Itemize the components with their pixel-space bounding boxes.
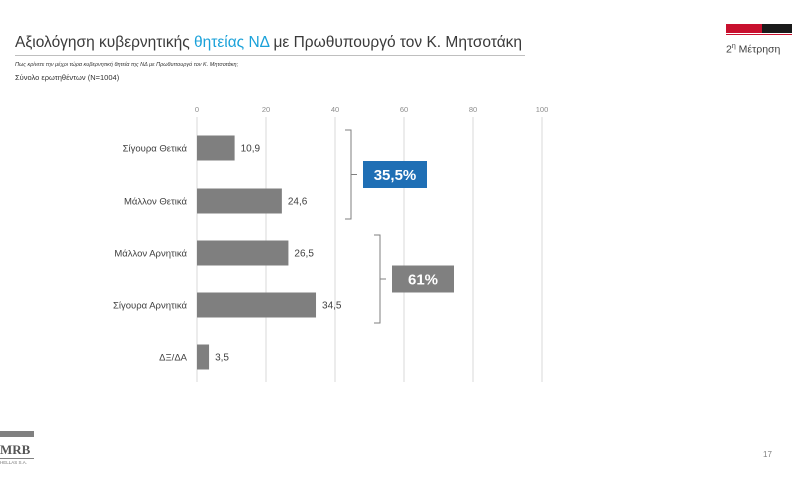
mrb-logo-icon: MRB HELLAS S.A. — [0, 431, 34, 465]
title-underline — [15, 55, 525, 56]
measurement-label: 2η Μέτρηση — [726, 43, 781, 56]
x-tick-label: 60 — [400, 105, 408, 114]
bar — [197, 188, 282, 214]
title-highlight: θητείας ΝΔ — [194, 34, 270, 51]
logo-subtext: HELLAS S.A. — [0, 460, 27, 465]
data-label: 3,5 — [215, 353, 229, 364]
brand-logo-icon — [726, 24, 792, 35]
x-tick-label: 0 — [195, 105, 199, 114]
data-label: 10,9 — [241, 144, 261, 155]
x-tick-label: 40 — [331, 105, 339, 114]
category-label: Μάλλον Αρνητικά — [114, 249, 187, 260]
category-label: Σίγουρα Θετικά — [123, 144, 188, 155]
bar — [197, 240, 289, 266]
slide-title: Αξιολόγηση κυβερνητικής θητείας ΝΔ με Πρ… — [15, 34, 535, 52]
x-tick-label: 20 — [262, 105, 270, 114]
group-total-label: 61% — [408, 272, 438, 289]
data-label: 26,5 — [294, 249, 314, 260]
x-tick-label: 80 — [469, 105, 477, 114]
category-label: ΔΞ/ΔΑ — [159, 353, 188, 364]
survey-question: Πως κρίνετε την μέχρι τώρα κυβερνητική θ… — [15, 62, 239, 68]
logo-text: MRB — [0, 442, 31, 457]
bar — [197, 344, 210, 370]
title-text-end: με Πρωθυπουργό τον Κ. Μητσοτάκη — [269, 34, 523, 51]
group-total-box — [363, 161, 427, 188]
group-bracket — [374, 234, 386, 324]
group-total-label: 35,5% — [374, 167, 417, 184]
category-label: Μάλλον Θετικά — [124, 197, 188, 208]
bar — [197, 292, 317, 318]
group-total-box — [392, 265, 454, 293]
page-number: 17 — [763, 450, 772, 459]
data-label: 34,5 — [322, 301, 342, 312]
category-label: Σίγουρα Αρνητικά — [113, 301, 187, 312]
group-bracket — [345, 129, 357, 220]
x-tick-label: 100 — [536, 105, 549, 114]
bar — [197, 135, 235, 161]
data-label: 24,6 — [288, 197, 308, 208]
sample-base: Σύνολο ερωτηθέντων (N=1004) — [15, 73, 120, 82]
title-text-start: Αξιολόγηση κυβερνητικής — [15, 34, 194, 51]
